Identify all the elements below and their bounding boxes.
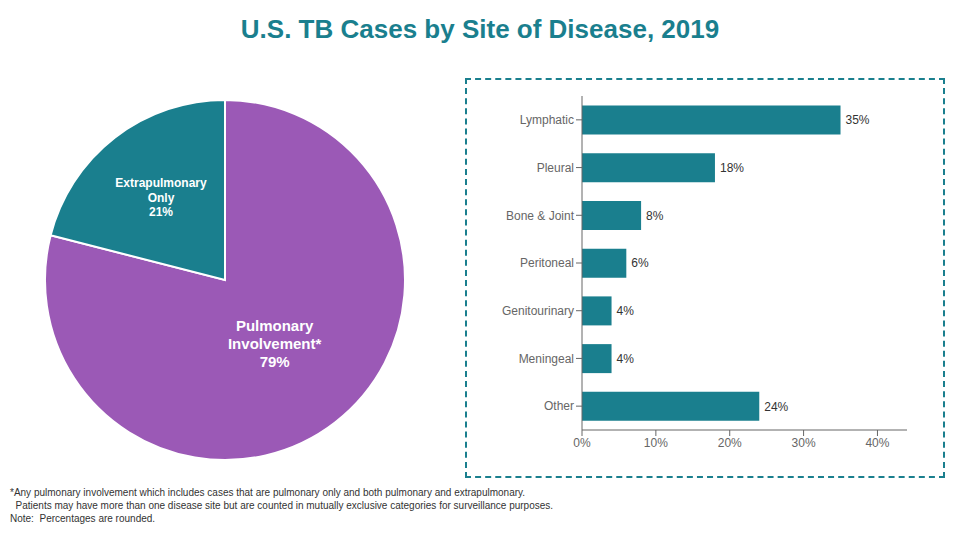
- svg-text:30%: 30%: [792, 436, 816, 450]
- svg-text:Lymphatic: Lymphatic: [520, 113, 574, 127]
- svg-text:Genitourinary: Genitourinary: [502, 304, 574, 318]
- html-text:U.S. TB Cases by Site of Disea: U.S. TB Cases by Site of Disease, 2019: [240, 14, 720, 44]
- html-text:Patients may have more than on: Patients may have more than one disease …: [10, 500, 554, 511]
- html-text:Note: Percentages are rounded.: Note: Percentages are rounded.: [10, 513, 156, 524]
- svg-text:0%: 0%: [573, 436, 591, 450]
- svg-text:Bone & Joint: Bone & Joint: [506, 209, 575, 223]
- svg-text:PulmonaryInvolvement*79%: PulmonaryInvolvement*79%: [228, 317, 322, 370]
- svg-text:Meningeal: Meningeal: [519, 352, 574, 366]
- svg-text:6%: 6%: [631, 256, 649, 270]
- svg-text:18%: 18%: [720, 161, 744, 175]
- svg-text:40%: 40%: [865, 436, 889, 450]
- svg-text:Pleural: Pleural: [537, 161, 574, 175]
- svg-text:Peritoneal: Peritoneal: [520, 256, 574, 270]
- svg-text:8%: 8%: [646, 209, 664, 223]
- svg-text:24%: 24%: [764, 400, 788, 414]
- html-text:*Any pulmonary involvement whi: *Any pulmonary involvement which include…: [10, 487, 526, 498]
- svg-text:10%: 10%: [644, 436, 668, 450]
- svg-text:4%: 4%: [617, 352, 635, 366]
- svg-text:ExtrapulmonaryOnly21%: ExtrapulmonaryOnly21%: [115, 176, 207, 219]
- svg-text:35%: 35%: [846, 113, 870, 127]
- svg-text:20%: 20%: [718, 436, 742, 450]
- svg-text:Other: Other: [544, 399, 574, 413]
- svg-text:4%: 4%: [617, 304, 635, 318]
